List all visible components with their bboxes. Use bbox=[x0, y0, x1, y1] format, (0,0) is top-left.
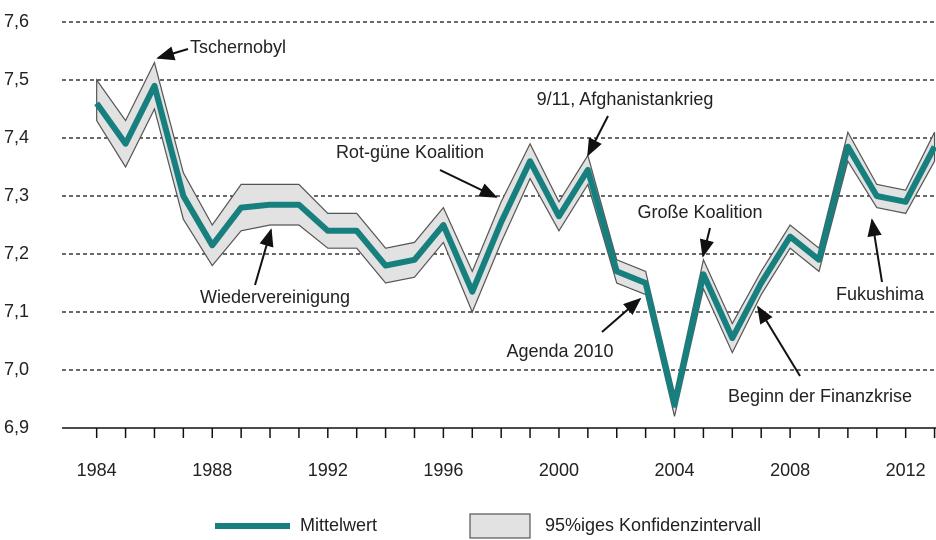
annotation: Rot-güne Koalition bbox=[336, 142, 484, 162]
legend-label: 95%iges Konfidenzintervall bbox=[545, 515, 761, 535]
confidence-band bbox=[96, 60, 936, 417]
annotation: Große Koalition bbox=[637, 202, 762, 222]
x-tick-label: 2004 bbox=[654, 460, 694, 480]
y-tick-label: 7,2 bbox=[4, 243, 29, 263]
annotation: Wiedervereinigung bbox=[200, 287, 350, 307]
x-tick-label: 1988 bbox=[192, 460, 232, 480]
y-tick-label: 7,6 bbox=[4, 11, 29, 31]
annotation: Tschernobyl bbox=[190, 37, 286, 57]
x-tick-label: 1996 bbox=[423, 460, 463, 480]
annotation: Fukushima bbox=[836, 284, 925, 304]
x-tick-label: 2012 bbox=[886, 460, 926, 480]
annotation-arrow bbox=[601, 297, 642, 333]
annotation-arrow bbox=[757, 305, 801, 377]
annotation: Beginn der Finanzkrise bbox=[728, 386, 912, 406]
annotation: 9/11, Afghanistankrieg bbox=[537, 89, 714, 109]
annotation-arrow bbox=[867, 218, 883, 283]
x-tick-label: 1984 bbox=[77, 460, 117, 480]
y-tick-label: 7,1 bbox=[4, 301, 29, 321]
annotation: Agenda 2010 bbox=[506, 341, 613, 361]
y-tick-label: 7,5 bbox=[4, 69, 29, 89]
annotation-arrow bbox=[156, 46, 189, 61]
y-tick-label: 7,4 bbox=[4, 127, 29, 147]
legend-swatch bbox=[469, 513, 531, 539]
annotation-arrow bbox=[587, 115, 609, 157]
annotation-arrow bbox=[439, 169, 498, 198]
legend-label: Mittelwert bbox=[300, 515, 377, 535]
annotation-arrow bbox=[699, 227, 714, 258]
mean-line bbox=[94, 82, 936, 408]
x-tick-label: 1992 bbox=[308, 460, 348, 480]
x-tick-label: 2000 bbox=[539, 460, 579, 480]
y-tick-label: 7,0 bbox=[4, 359, 29, 379]
y-tick-label: 6,9 bbox=[4, 417, 29, 437]
annotation-arrow bbox=[254, 228, 274, 286]
y-tick-label: 7,3 bbox=[4, 185, 29, 205]
x-tick-label: 2008 bbox=[770, 460, 810, 480]
